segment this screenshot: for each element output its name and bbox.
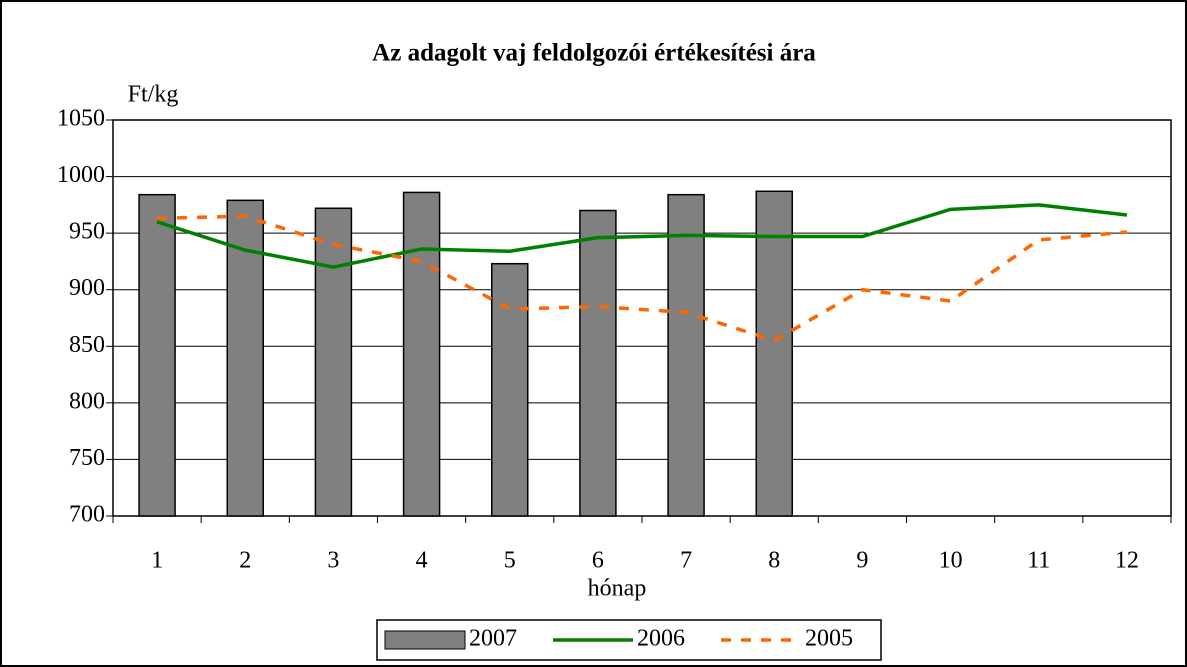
x-tick-label: 2 (239, 548, 251, 574)
x-tick-label: 11 (1027, 548, 1050, 574)
x-tick-label: 12 (1115, 548, 1139, 574)
bar (491, 262, 529, 517)
y-tick-label: 800 (69, 388, 105, 414)
y-tick-label: 1000 (57, 162, 105, 188)
x-tick-label: 7 (680, 548, 692, 574)
x-tick-label: 3 (327, 548, 339, 574)
line (157, 214, 1128, 343)
legend-label: 2005 (805, 626, 853, 652)
y-tick-label: 1050 (57, 106, 105, 132)
bar (667, 193, 705, 517)
x-tick-label: 8 (768, 548, 780, 574)
y-tick-label: 950 (69, 219, 105, 245)
bar (579, 209, 617, 517)
legend: 2007 2006 2005 (376, 619, 882, 661)
y-axis-label: Ft/kg (128, 82, 179, 108)
x-tick-label: 5 (504, 548, 516, 574)
y-tick-label: 750 (69, 445, 105, 471)
line (156, 203, 1128, 269)
x-tick-label: 1 (151, 548, 163, 574)
x-tick-label: 10 (939, 548, 963, 574)
y-tick-label: 700 (69, 502, 105, 528)
plot-area (112, 119, 1172, 517)
x-tick-label: 4 (416, 548, 428, 574)
legend-label: 2006 (637, 626, 685, 652)
bar (755, 190, 793, 517)
bar (138, 193, 176, 517)
x-tick-label: 6 (592, 548, 604, 574)
chart-title: Az adagolt vaj feldolgozói értékesítési … (372, 40, 816, 67)
y-tick-label: 850 (69, 332, 105, 358)
x-tick-label: 9 (856, 548, 868, 574)
legend-swatch (384, 630, 466, 650)
legend-label: 2007 (469, 626, 517, 652)
x-axis-label: hónap (588, 576, 647, 602)
y-tick-label: 900 (69, 275, 105, 301)
bar (402, 191, 441, 517)
bar (314, 207, 353, 517)
